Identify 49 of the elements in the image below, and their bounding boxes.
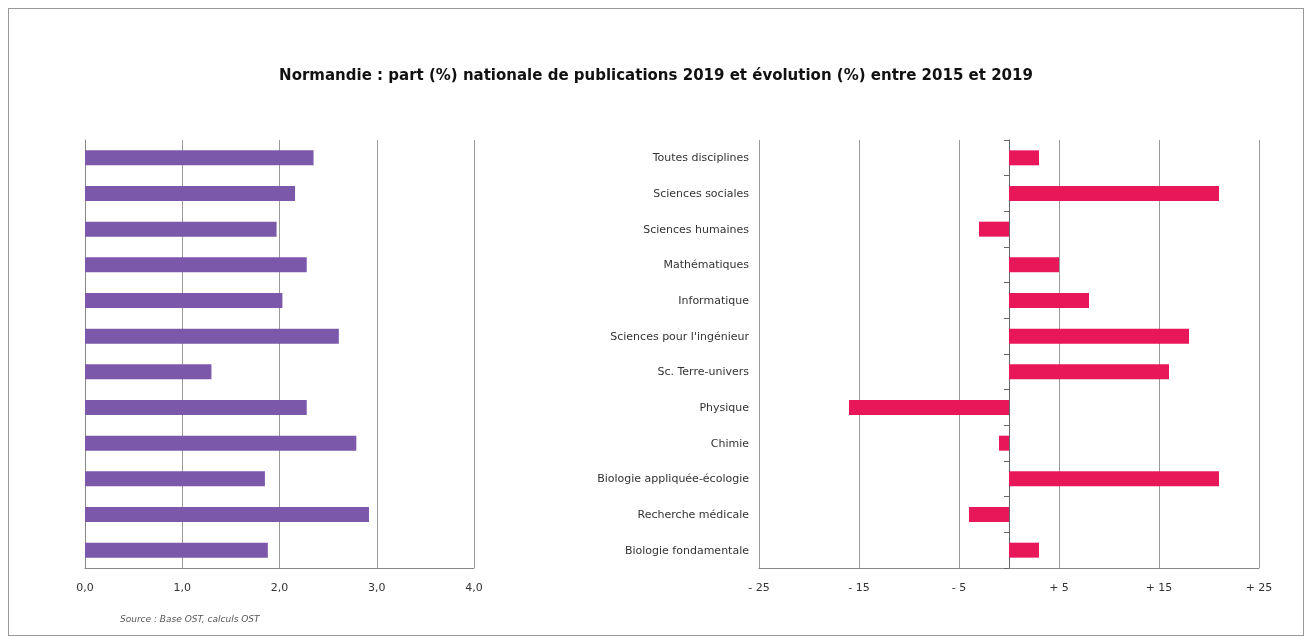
x-tick-label: - 5 — [951, 581, 967, 594]
y-tick-label: Recherche médicale — [637, 508, 750, 521]
bar — [979, 221, 1009, 237]
bar — [1009, 364, 1169, 380]
y-tick-label: Mathématiques — [663, 258, 750, 272]
bar — [1009, 186, 1219, 201]
bar — [849, 400, 1009, 415]
bar — [85, 221, 277, 237]
x-tick-label: + 5 — [1049, 581, 1069, 594]
bar — [85, 507, 369, 522]
x-tick-label: 4,0 — [465, 581, 483, 594]
y-tick-label: Toutes disciplines — [651, 151, 750, 165]
y-tick-label: Sciences sociales — [653, 187, 750, 200]
bar — [85, 186, 296, 201]
text: Normandie : part (%) nationale de publications 2019 et évolution (%) entre 2015 et 2019 — [279, 65, 1033, 84]
y-tick-label: Biologie appliquée-écologie — [597, 472, 750, 486]
bar — [1009, 293, 1089, 308]
bar — [85, 435, 357, 451]
bar — [1009, 542, 1039, 558]
bar — [1009, 150, 1039, 166]
x-tick-label: 3,0 — [368, 581, 386, 594]
bar — [85, 150, 314, 166]
bar — [85, 471, 265, 487]
y-tick-label: Sciences humaines — [643, 222, 750, 236]
bar — [969, 507, 1009, 522]
x-tick-label: 1,0 — [173, 581, 191, 594]
y-tick-label: Sc. Terre-univers — [657, 365, 750, 379]
x-tick-label: - 25 — [748, 581, 770, 594]
y-tick-label: Sciences pour l'ingénieur — [610, 329, 750, 343]
x-tick-label: 2,0 — [270, 581, 289, 594]
bar — [1009, 471, 1219, 487]
bar — [85, 364, 212, 380]
bar — [1009, 257, 1059, 273]
y-tick-label: Informatique — [678, 294, 750, 307]
bar — [85, 328, 339, 344]
y-tick-label: Biologie fondamentale — [624, 543, 750, 557]
y-tick-label: Physique — [699, 401, 750, 414]
x-tick-label: 0,0 — [76, 581, 94, 594]
y-tick-label: Chimie — [710, 436, 750, 450]
bar — [999, 435, 1009, 451]
bar — [1009, 328, 1189, 344]
bar — [85, 542, 268, 558]
bar — [85, 257, 307, 273]
x-tick-label: + 15 — [1145, 581, 1173, 594]
source-note: Source : Base OST, calculs OST — [120, 613, 262, 624]
bar — [85, 400, 307, 415]
bar — [85, 293, 283, 308]
x-tick-label: - 15 — [848, 581, 870, 594]
x-tick-label: + 25 — [1245, 581, 1273, 594]
